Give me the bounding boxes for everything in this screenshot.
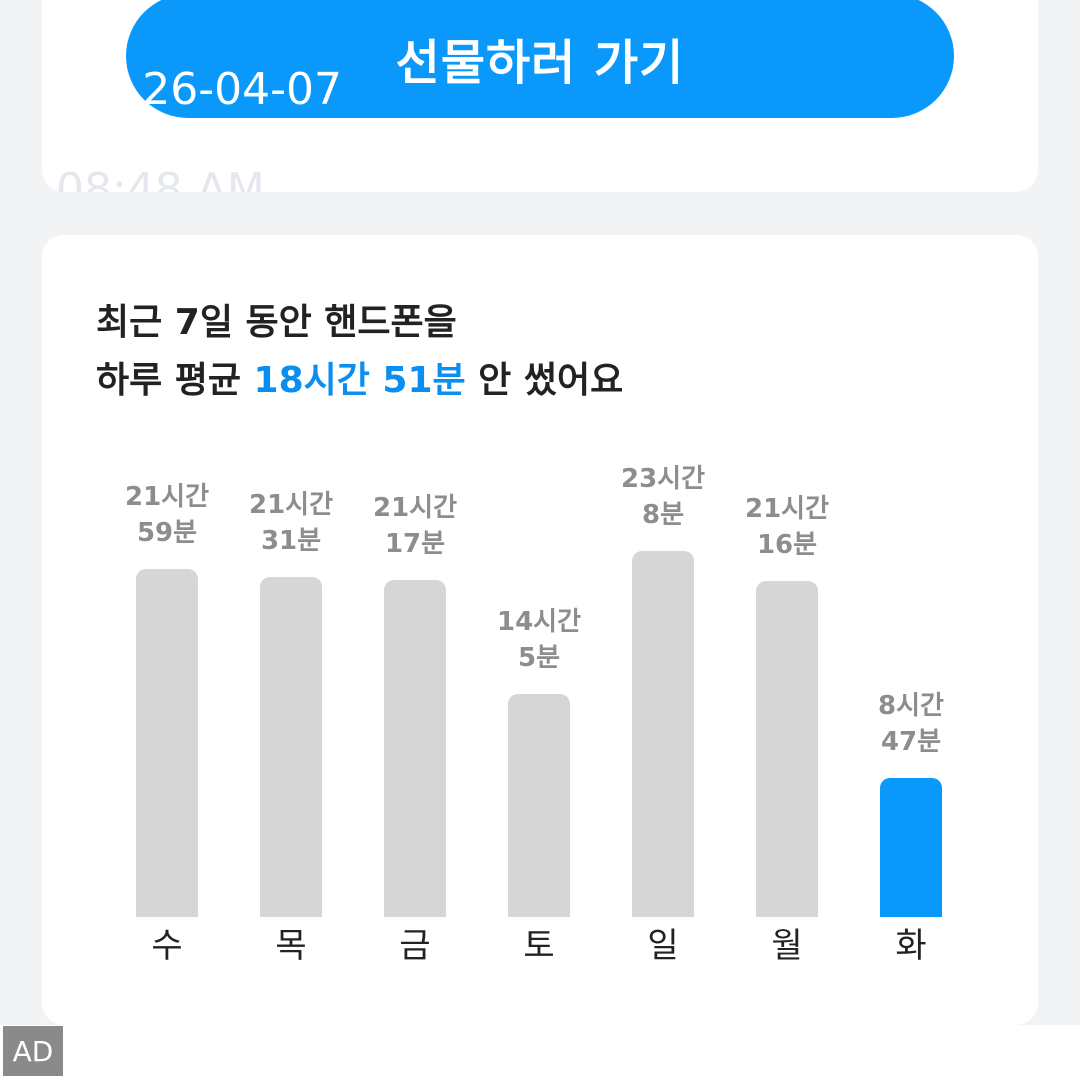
bar-value-minutes: 47분 [880,727,942,757]
bar-5 [632,551,694,917]
bar-value-hours: 21시간 [124,482,210,512]
bar-value-minutes: 17분 [384,529,446,559]
day-label: 목 [275,926,307,966]
bar-value-hours: 23시간 [620,464,706,494]
bar-value-minutes: 5분 [517,643,560,673]
bar-value-minutes: 8분 [641,500,684,530]
day-label: 토 [523,926,555,966]
ad-badge: AD [2,1025,64,1077]
date-overlay: 26-04-07 [92,60,342,120]
bottom-area [0,1025,1080,1080]
bar-value-hours: 8시간 [878,691,944,721]
bar-value-label: 21시간 17분 [353,490,477,562]
bar-value-hours: 14시간 [496,607,582,637]
bar-2 [260,577,322,917]
usage-summary: 최근 7일 동안 핸드폰을 하루 평균 18시간 51분 안 썼어요 [96,294,623,410]
bar-1 [136,569,198,917]
bar-value-hours: 21시간 [372,493,458,523]
day-label: 월 [771,926,803,966]
date-overlay-text: 26-04-07 [142,64,342,115]
summary-suffix: 안 썼어요 [465,360,624,401]
day-label: 수 [151,926,183,966]
gift-button[interactable]: 선물하러 가기 [126,0,954,118]
bar-value-hours: 21시간 [744,494,830,524]
bar-value-label: 21시간 16분 [725,491,849,563]
time-overlay-text: 08:48 AM [56,168,265,192]
average-time-highlight: 18시간 51분 [253,360,466,401]
bar-7 [880,778,942,917]
day-label: 일 [647,926,679,966]
bar-value-hours: 21시간 [248,490,334,520]
bar-value-minutes: 16분 [756,530,818,560]
time-overlay: 08:48 AM [56,168,265,192]
summary-line-1: 최근 7일 동안 핸드폰을 [96,302,457,343]
bar-6 [756,581,818,917]
summary-prefix: 하루 평균 [96,360,254,401]
bar-3 [384,580,446,917]
summary-line-2: 하루 평균 18시간 51분 안 썼어요 [96,352,623,410]
bar-value-label: 21시간 59분 [105,479,229,551]
bar-value-label: 21시간 31분 [229,487,353,559]
bar-4 [508,694,570,917]
bar-value-minutes: 31분 [260,526,322,556]
bar-value-label: 8시간 47분 [849,688,973,760]
bar-value-label: 23시간 8분 [601,461,725,533]
day-label: 화 [895,926,927,966]
bar-value-minutes: 59분 [136,518,198,548]
day-label: 금 [399,926,431,966]
bar-value-label: 14시간 5분 [477,604,601,676]
